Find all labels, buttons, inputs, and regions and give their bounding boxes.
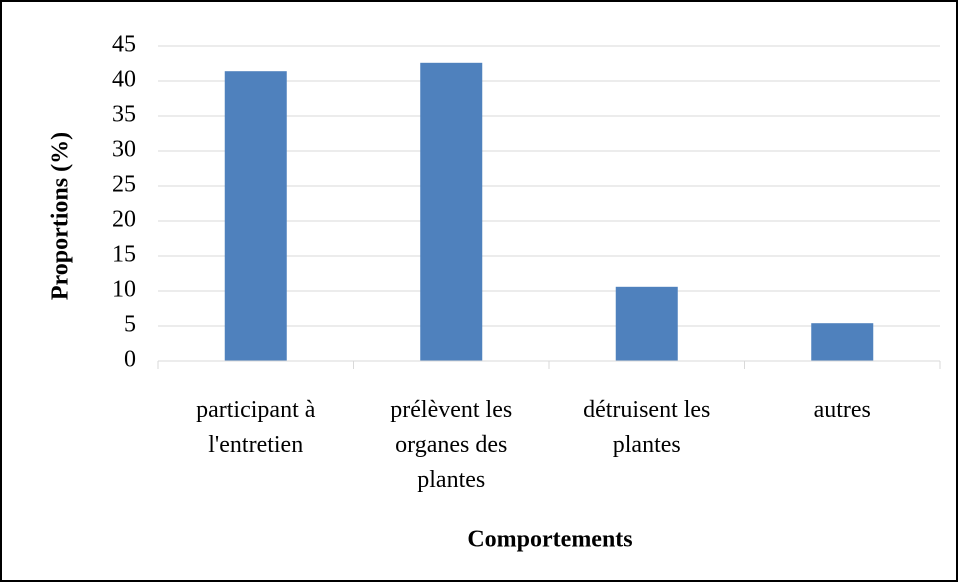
y-tick-label: 30 — [112, 137, 136, 163]
x-tick-label: participant à l'entretien — [196, 397, 316, 458]
y-tick-label: 5 — [124, 312, 136, 338]
y-tick-label: 35 — [112, 102, 136, 128]
x-tick-label: autres — [814, 397, 871, 423]
y-tick-label: 25 — [112, 172, 136, 198]
x-axis-label: Comportements — [467, 527, 632, 553]
y-tick-label: 10 — [112, 277, 136, 303]
bar — [615, 286, 678, 361]
bar — [420, 62, 483, 362]
y-tick-label: 20 — [112, 207, 136, 233]
y-tick-label: 15 — [112, 242, 136, 268]
y-tick-label: 40 — [112, 67, 136, 93]
y-tick-label: 45 — [112, 32, 136, 58]
x-tick-label: prélèvent les organes des plantes — [390, 397, 512, 493]
y-axis-label: Proportions (%) — [48, 132, 74, 300]
bar — [811, 323, 874, 361]
x-tick-label: détruisent les plantes — [583, 397, 710, 458]
y-tick-label: 0 — [124, 347, 136, 373]
bar — [224, 71, 287, 361]
